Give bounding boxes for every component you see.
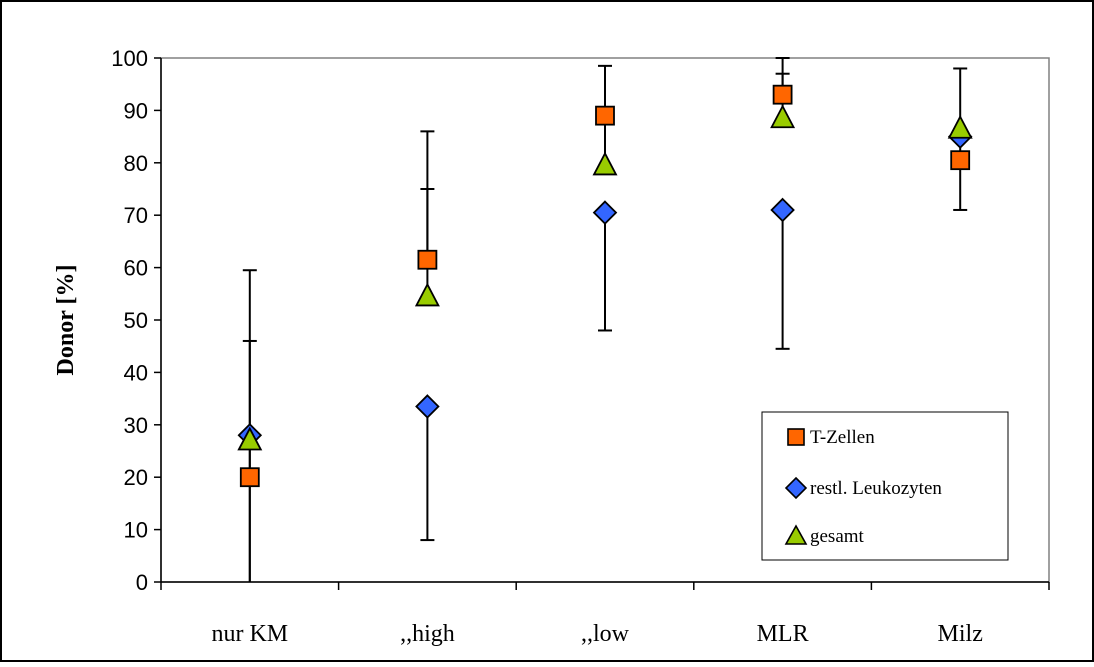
y-tick-label: 30: [124, 413, 148, 438]
legend-marker: [784, 476, 808, 500]
y-tick-label: 70: [124, 203, 148, 228]
data-point-triangle: [770, 104, 796, 129]
x-category-label: MLR: [757, 621, 809, 647]
data-point-triangle: [592, 151, 618, 176]
x-category-label: Milz: [938, 621, 983, 647]
legend-marker: [784, 524, 808, 545]
y-tick-label: 90: [124, 98, 148, 123]
y-tick-label: 20: [124, 465, 148, 490]
y-tick-label: 10: [124, 518, 148, 543]
legend: T-Zellen restl. Leukozyten gesamt: [761, 411, 1009, 561]
x-category-label: ,,low: [581, 621, 630, 647]
y-tick-label: 60: [124, 256, 148, 281]
y-tick-label: 0: [136, 570, 148, 595]
data-point-triangle: [237, 426, 263, 451]
legend-label: gesamt: [810, 526, 865, 547]
legend-marker: [787, 428, 805, 446]
data-point-diamond: [592, 200, 618, 225]
data-point-square: [417, 249, 438, 270]
data-point-square: [595, 105, 615, 126]
legend-label: restl. Leukozyten: [810, 478, 942, 499]
y-tick-label: 100: [111, 46, 148, 71]
y-tick-label: 80: [124, 151, 148, 176]
y-tick-label: 40: [124, 360, 148, 385]
data-point-triangle: [947, 114, 973, 139]
data-point-square: [950, 150, 971, 171]
data-point-square: [772, 84, 793, 105]
x-category-label: nur KM: [211, 621, 288, 647]
y-tick-label: 50: [124, 308, 148, 333]
data-point-diamond: [415, 394, 440, 419]
x-category-label: ,,high: [400, 621, 455, 647]
y-axis-label: Donor [%]: [53, 265, 79, 376]
data-point-square: [239, 467, 260, 488]
legend-label: T-Zellen: [810, 427, 875, 448]
data-point-diamond: [770, 197, 795, 223]
data-point-triangle: [414, 282, 440, 307]
